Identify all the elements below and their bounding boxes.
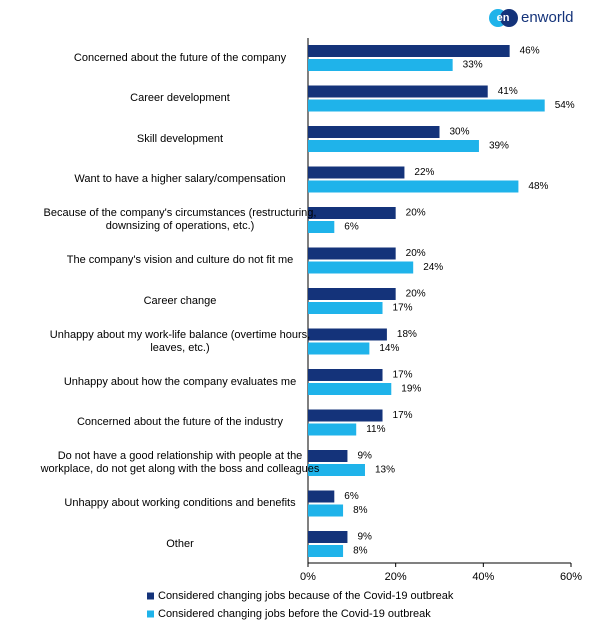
bar (308, 247, 396, 260)
category-label: The company's vision and culture do not … (66, 254, 294, 266)
bar (308, 302, 383, 314)
value-label: 20% (406, 208, 426, 219)
value-label: 48% (528, 181, 548, 192)
bar (308, 59, 453, 71)
category-label: Want to have a higher salary/compensatio… (74, 173, 286, 185)
bar (308, 140, 479, 152)
bar (308, 383, 392, 395)
bar (308, 221, 335, 233)
bar (308, 423, 357, 436)
category-label: Skill development (136, 132, 224, 145)
bar (308, 288, 396, 300)
bar (308, 328, 387, 341)
legend-label: Considered changing jobs before the Covi… (158, 608, 431, 620)
value-label: 24% (423, 262, 443, 273)
x-tick-label: 20% (385, 571, 407, 583)
category-label: Because of the company's circumstances (… (43, 207, 317, 232)
bar (308, 180, 519, 193)
value-label: 54% (555, 100, 575, 111)
legend-swatch (147, 610, 154, 618)
bar (308, 369, 383, 381)
bar (308, 166, 405, 179)
bar (308, 207, 396, 219)
value-label: 14% (379, 343, 399, 354)
value-label: 8% (353, 505, 368, 516)
value-label: 6% (344, 222, 359, 233)
bar (308, 504, 344, 517)
bar (308, 126, 440, 138)
x-tick-label: 60% (560, 571, 582, 583)
bar (308, 545, 344, 557)
value-label: 17% (393, 303, 413, 314)
legend-label: Considered changing jobs because of the … (158, 590, 454, 602)
value-label: 17% (393, 410, 413, 421)
value-label: 41% (498, 86, 518, 97)
value-label: 18% (397, 329, 417, 340)
value-label: 22% (414, 167, 434, 178)
category-label: Unhappy about working conditions and ben… (64, 497, 296, 509)
logo-text: enworld (521, 9, 574, 26)
category-label: Concerned about the future of the indust… (76, 416, 284, 428)
bar (308, 261, 414, 274)
bar (308, 450, 348, 462)
logo-badge-bg (500, 9, 518, 27)
bar (308, 531, 348, 543)
legend-swatch (147, 592, 154, 600)
value-label: 30% (450, 127, 470, 138)
bar (308, 342, 370, 355)
category-label: Career change (143, 294, 217, 307)
logo-badge: en (497, 12, 510, 24)
bar (308, 45, 510, 57)
x-tick-label: 40% (472, 571, 494, 583)
value-label: 33% (463, 60, 483, 71)
value-label: 6% (344, 491, 359, 502)
category-label: Career development (130, 92, 230, 104)
category-label: Other (166, 537, 194, 550)
value-label: 20% (406, 289, 426, 300)
category-label: Concerned about the future of the compan… (73, 51, 287, 64)
value-label: 13% (375, 465, 395, 476)
value-label: 17% (393, 370, 413, 381)
bar (308, 85, 488, 98)
value-label: 20% (406, 248, 426, 259)
value-label: 8% (353, 546, 368, 557)
value-label: 39% (489, 141, 509, 152)
category-label: Unhappy about my work-life balance (over… (49, 328, 311, 354)
bar (308, 409, 383, 422)
value-label: 11% (366, 424, 385, 435)
value-label: 19% (401, 384, 421, 395)
bar (308, 490, 335, 503)
value-label: 46% (520, 46, 540, 57)
x-tick-label: 0% (300, 571, 316, 583)
value-label: 9% (357, 451, 372, 462)
category-label: Unhappy about how the company evaluates … (63, 375, 297, 388)
bar (308, 99, 545, 112)
category-label: Do not have a good relationship with peo… (40, 450, 320, 475)
value-label: 9% (357, 532, 372, 543)
bar (308, 464, 365, 476)
